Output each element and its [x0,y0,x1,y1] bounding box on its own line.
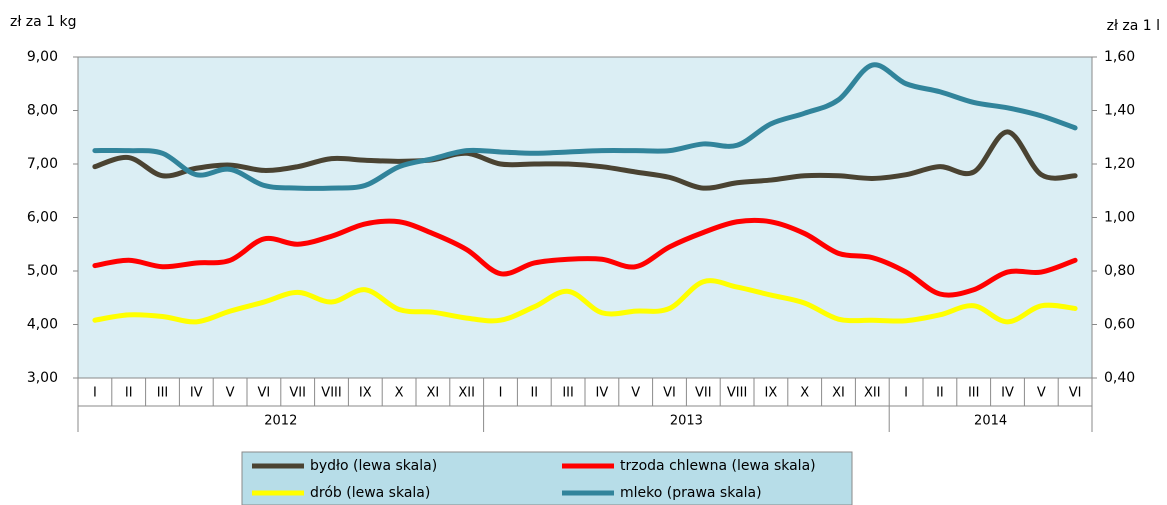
x-tick-label: I [904,386,908,401]
x-tick-label: III [968,386,980,401]
y2-axis-label: zł za 1 l [1107,18,1160,34]
x-tick-label: X [395,386,404,401]
x-tick-label: VII [695,386,712,401]
x-tick-label: XII [458,386,475,401]
plot-area [77,56,1093,379]
x-tick-label: V [631,386,640,401]
x-tick-label: I [93,386,97,401]
series-line [92,62,1078,191]
legend-label: bydło (lewa skala) [310,458,437,474]
legend-label: drób (lewa skala) [310,485,430,501]
group-label: 2014 [974,414,1007,429]
x-tick-label: XII [864,386,881,401]
y-tick-label: 4,00 [27,317,58,333]
x-tick-label: II [125,386,133,401]
x-tick-label: III [562,386,574,401]
y2-tick-label: 0,80 [1104,263,1135,279]
x-tick-label: IX [359,386,372,401]
series-line [92,217,1078,298]
y-tick-label: 6,00 [27,210,58,226]
x-tick-label: IX [765,386,778,401]
x-tick-label: X [800,386,809,401]
x-tick-label: VII [289,386,306,401]
y2-tick-label: 1,40 [1104,103,1135,119]
x-tick-label: II [530,386,538,401]
x-tick-label: IV [596,386,609,401]
series-line [92,278,1078,325]
series-line [92,129,1078,191]
y-tick-label: 5,00 [27,263,58,279]
y2-tick-label: 1,20 [1104,156,1135,172]
x-tick-label: VI [1069,386,1082,401]
legend-label: mleko (prawa skala) [620,485,762,501]
x-tick-label: III [157,386,169,401]
x-tick-label: VIII [321,386,341,401]
y2-tick-label: 1,00 [1104,210,1135,226]
group-label: 2013 [670,414,703,429]
y2-tick-label: 0,40 [1104,370,1135,386]
x-tick-label: IV [1001,386,1014,401]
x-tick-label: VI [258,386,271,401]
group-label: 2012 [264,414,297,429]
legend-label: trzoda chlewna (lewa skala) [620,458,816,474]
x-tick-label: IV [190,386,203,401]
x-tick-label: II [936,386,944,401]
y-axis-label: zł za 1 kg [10,14,77,30]
x-tick-label: XI [832,386,845,401]
x-tick-label: V [1037,386,1046,401]
y-tick-label: 9,00 [27,49,58,65]
x-tick-label: I [499,386,503,401]
x-tick-label: VI [663,386,676,401]
x-tick-label: XI [427,386,440,401]
y2-tick-label: 0,60 [1104,317,1135,333]
y-tick-label: 3,00 [27,370,58,386]
x-tick-label: V [226,386,235,401]
y2-tick-label: 1,60 [1104,49,1135,65]
x-tick-label: VIII [727,386,747,401]
y-tick-label: 7,00 [27,156,58,172]
legend [241,451,853,505]
y-tick-label: 8,00 [27,103,58,119]
